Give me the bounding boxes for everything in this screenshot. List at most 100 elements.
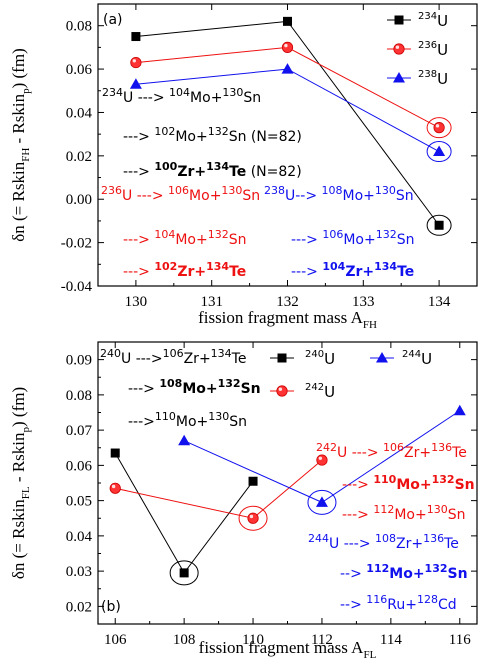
superscript: 110 — [373, 473, 396, 486]
y-axis-label-text: ) (fm) — [9, 387, 28, 427]
chart-panel-b: 106 108 110 112 114 116 0.02 0.03 0.04 0.05 0.06 0.… — [9, 341, 478, 661]
superscript: 102 — [154, 125, 175, 138]
x-axis-label-text: fission fragment mass A — [198, 308, 364, 327]
legend-item-234: 234U — [387, 11, 448, 30]
annotation-text: Te — [397, 264, 414, 280]
legend-text: U — [437, 70, 448, 88]
annotation-text: Zr+ — [404, 445, 431, 461]
y-axis-label: δn (= RskinFH - Rskinp) (fm) — [9, 48, 32, 241]
annotation-text: U ---> — [122, 188, 168, 204]
superscript: 130 — [221, 184, 242, 197]
superscript: 132 — [425, 562, 448, 575]
data-point-236 — [281, 41, 294, 53]
superscript: 102 — [154, 260, 177, 273]
superscript: 130 — [208, 410, 229, 423]
annotation-text: Te — [231, 351, 247, 367]
superscript: 108 — [375, 532, 396, 545]
annotation-text: U ---> — [329, 536, 375, 552]
y-axis-label-text: - Rskin — [9, 93, 28, 147]
annotation-text: Te — [229, 164, 246, 180]
data-point-236-highlight — [132, 59, 136, 63]
superscript: 106 — [322, 228, 343, 241]
superscript: 136 — [431, 441, 452, 454]
annotation-text: Sn — [229, 232, 247, 248]
annotation-text: Sn — [242, 188, 260, 204]
annotation-text: Te — [229, 264, 246, 280]
superscript: 130 — [427, 503, 448, 516]
x-tick-label: 116 — [449, 632, 471, 648]
data-point-242-highlight — [111, 484, 116, 489]
legend-item-244: 244U — [370, 349, 432, 368]
y-tick-label: 0.06 — [66, 62, 93, 78]
data-point-238 — [281, 63, 294, 74]
highlight-ellipse — [238, 505, 268, 531]
y-tick-label: 0.07 — [66, 423, 93, 439]
reaction-annotation: 236U ---> 106Mo+130Sn — [101, 184, 260, 204]
legend-label: 244U — [402, 349, 432, 368]
annotation-text: Sn — [455, 477, 475, 493]
x-tick-label: 130 — [125, 294, 148, 310]
y-tick-label: -0.02 — [61, 236, 92, 252]
superscript: 132 — [432, 473, 455, 486]
y-axis-label-subscript: p — [20, 88, 32, 94]
annotation-text: Mo+ — [175, 232, 207, 248]
legend-marker — [393, 72, 405, 83]
superscript: 236 — [101, 184, 122, 197]
annotation-text: U--> — [285, 188, 322, 204]
legend-text: U — [324, 350, 335, 368]
legend-marker-highlight — [395, 45, 400, 49]
annotation-text: ---> — [128, 414, 155, 430]
superscript: 132 — [208, 228, 229, 241]
reaction-annotation: ---> 100Zr+134Te (N=82) — [123, 160, 302, 180]
annotation-text: Mo+ — [175, 129, 207, 145]
y-axis-label-text: ) (fm) — [9, 48, 28, 88]
annotation-text: Zr+ — [184, 351, 211, 367]
y-tick-label: 0.04 — [66, 529, 93, 545]
legend-superscript: 234 — [418, 11, 437, 22]
reaction-annotation: ---> 106Mo+132Sn — [291, 228, 414, 248]
superscript: 100 — [154, 160, 177, 173]
legend-item-240: 240U — [270, 349, 335, 368]
y-axis-label-subscript: p — [20, 427, 32, 433]
x-axis-label-subscript: FH — [363, 319, 377, 331]
annotation-text: --> — [340, 597, 366, 613]
legend-label: 234U — [418, 11, 448, 30]
y-tick-label: 0.00 — [66, 192, 92, 208]
y-tick-label: 0.05 — [66, 494, 92, 510]
annotation-text: ---> — [342, 477, 373, 493]
legend-item-242: 242U — [270, 382, 335, 401]
reaction-annotation: ---> 104Mo+132Sn — [123, 228, 246, 248]
reaction-annotation: 234U ---> 104Mo+130Sn — [102, 86, 261, 106]
superscript: 108 — [159, 377, 182, 390]
superscript: 104 — [169, 86, 190, 99]
legend-superscript: 238 — [418, 69, 437, 80]
reaction-annotation: 244U ---> 108Zr+136Te — [308, 532, 459, 552]
legend-item-238: 238U — [387, 69, 448, 88]
annotation-text: ---> — [123, 232, 154, 248]
legend-marker — [393, 43, 405, 55]
x-tick-label: 112 — [311, 632, 333, 648]
x-tick-label: 132 — [276, 294, 299, 310]
x-tick-label: 131 — [200, 294, 223, 310]
superscript: 106 — [163, 347, 184, 360]
x-tick-label: 133 — [352, 294, 375, 310]
superscript: 104 — [154, 228, 175, 241]
legend-label: 242U — [305, 382, 335, 401]
legend-marker — [376, 352, 388, 363]
annotation-text: Ru+ — [387, 597, 417, 613]
x-axis-label: fission fragment mass AFL — [199, 638, 377, 661]
y-tick-label: 0.09 — [66, 353, 92, 369]
y-tick-label: 0.08 — [66, 19, 92, 35]
data-point-244 — [178, 434, 191, 446]
superscript: 134 — [374, 260, 397, 273]
superscript: 108 — [322, 184, 343, 197]
y-tick-label: 0.02 — [66, 599, 92, 615]
y-axis-label-text: δn (= Rskin — [9, 499, 28, 579]
legend-superscript: 242 — [305, 382, 324, 393]
data-point-240 — [248, 476, 258, 486]
data-point-234 — [131, 32, 141, 42]
superscript: 134 — [206, 160, 229, 173]
data-point-236 — [130, 56, 142, 69]
series-line-242 — [115, 459, 323, 519]
